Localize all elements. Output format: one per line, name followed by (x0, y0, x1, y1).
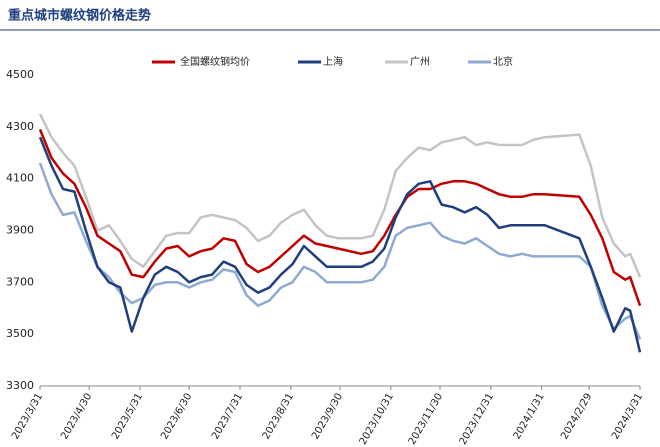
x-tick-label: 2023/12/31 (458, 392, 496, 447)
x-tick-label: 2023/4/30 (59, 392, 94, 442)
x-tick-label: 2024/1/31 (512, 392, 547, 442)
x-tick-label: 2023/11/30 (407, 392, 445, 447)
x-tick-label: 2023/8/31 (261, 392, 296, 442)
legend-label: 广州 (410, 56, 430, 68)
series-line (38, 136, 642, 353)
y-tick-label: 4300 (6, 120, 34, 133)
x-tick-label: 2023/6/30 (159, 392, 194, 442)
x-tick-label: 2023/7/31 (210, 392, 245, 442)
legend-label: 全国螺纹钢均价 (180, 55, 250, 68)
x-tick-label: 2023/10/31 (358, 392, 396, 447)
series-line (38, 162, 642, 340)
x-tick-label: 2023/3/31 (10, 392, 45, 442)
chart-title: 重点城市螺纹钢价格走势 (8, 8, 151, 24)
legend-label: 上海 (323, 55, 343, 68)
series-line (38, 128, 642, 307)
series-line (38, 113, 642, 278)
x-tick-label: 2024/2/29 (559, 392, 594, 442)
y-tick-label: 4500 (6, 68, 34, 81)
legend-label: 北京 (493, 55, 513, 68)
y-tick-label: 3300 (6, 379, 34, 392)
y-tick-label: 3500 (6, 327, 34, 340)
x-tick-label: 2023/5/31 (110, 392, 145, 442)
x-tick-label: 2023/9/30 (310, 392, 345, 442)
x-tick-label: 2024/3/31 (610, 392, 645, 442)
y-tick-label: 3900 (6, 224, 34, 237)
y-tick-label: 4100 (6, 172, 34, 185)
y-tick-label: 3700 (6, 275, 34, 288)
